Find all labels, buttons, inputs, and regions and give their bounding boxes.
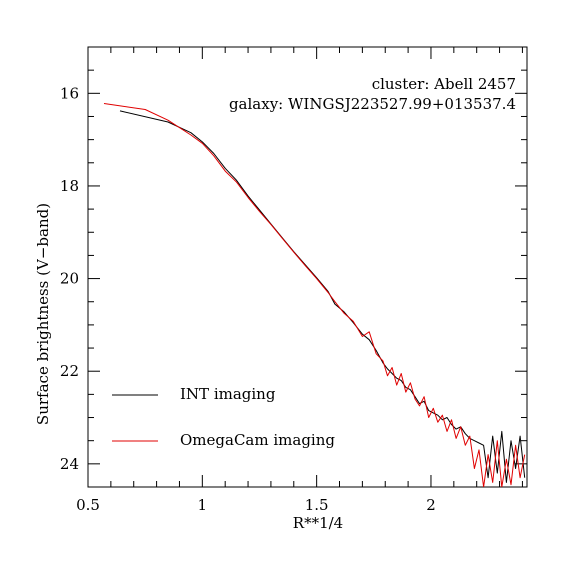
y-tick-label: 16 [60, 84, 79, 102]
axis-tick-labels: 0.5 1 1.5 2 16 18 20 22 24 [60, 84, 436, 514]
x-axis-label: R**1/4 [293, 514, 343, 532]
y-tick-label: 22 [60, 362, 79, 380]
axis-ticks [87, 46, 527, 488]
y-tick-label: 24 [60, 455, 79, 473]
series-layer [103, 103, 526, 487]
plot-frame [87, 46, 528, 488]
y-tick-label: 20 [60, 270, 79, 288]
x-tick-label: 2 [426, 496, 436, 514]
x-tick-label: 0.5 [76, 496, 100, 514]
series-line-omegacam [103, 103, 526, 487]
legend-label-omegacam: OmegaCam imaging [180, 431, 335, 449]
x-tick-label: 1 [198, 496, 208, 514]
series-line-int [119, 110, 526, 483]
y-tick-label: 18 [60, 177, 79, 195]
legend: INT imaging OmegaCam imaging [112, 385, 335, 449]
x-tick-label: 1.5 [305, 496, 329, 514]
annotation-cluster: cluster: Abell 2457 [372, 75, 516, 93]
y-axis-label: Surface brightness (V−band) [34, 203, 52, 425]
legend-label-int: INT imaging [180, 385, 276, 403]
annotation-galaxy: galaxy: WINGSJ223527.99+013537.4 [229, 95, 516, 113]
